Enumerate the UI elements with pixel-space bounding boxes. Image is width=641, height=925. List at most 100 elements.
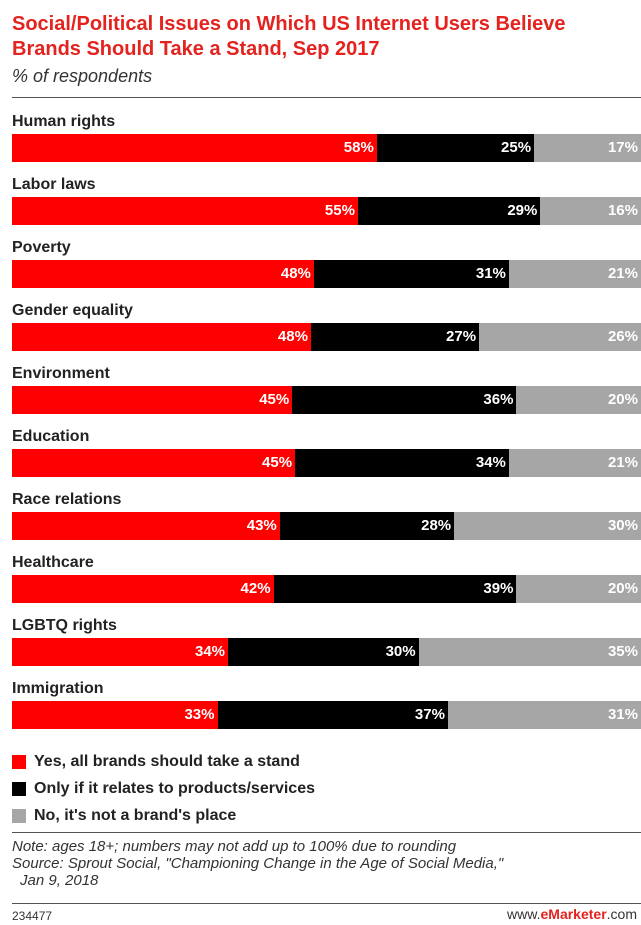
stacked-bar-chart: Human rights 58% 25% 17% Labor laws 55% 29% 16%… [0, 104, 641, 744]
category-label: LGBTQ rights [12, 617, 117, 634]
bar-segment-yes: 48% [12, 323, 311, 351]
bar-segment-no: 26% [479, 323, 641, 351]
bar-segment-only-if: 39% [273, 575, 517, 603]
data-label: 33% [184, 706, 215, 723]
data-label: 35% [607, 643, 638, 660]
brand-name: eMarketer [540, 906, 607, 922]
bar-segment-no: 21% [508, 260, 641, 288]
category-label: Environment [12, 365, 110, 382]
bar-segment-no: 16% [540, 197, 641, 225]
chart-title: Social/Political Issues on Which US Inte… [12, 13, 566, 60]
bar-row: Education 45% 34% 21% [0, 419, 641, 482]
data-label: 34% [194, 643, 226, 660]
bar-segment-yes: 45% [12, 386, 293, 414]
legend-label-yes: Yes, all brands should take a stand [34, 752, 300, 770]
source-date-line: Jan 9, 2018 [20, 872, 99, 889]
category-label: Labor laws [12, 176, 96, 193]
bar-track: 34% 30% 35% [12, 638, 641, 666]
source-line: Source: Sprout Social, "Championing Chan… [12, 855, 504, 872]
bar-segment-only-if: 29% [357, 197, 541, 225]
data-label: 16% [607, 202, 638, 219]
bar-track: 48% 27% 26% [12, 323, 641, 351]
bar-segment-no: 20% [516, 575, 641, 603]
data-label: 21% [607, 265, 638, 282]
category-label: Healthcare [12, 554, 94, 571]
bar-segment-yes: 58% [12, 134, 377, 162]
data-label: 48% [277, 328, 308, 345]
bar-segment-only-if: 28% [279, 512, 455, 540]
legend-item-no: No, it's not a brand's place [12, 802, 315, 829]
brand-suffix: .com [606, 906, 637, 922]
bar-segment-only-if: 25% [376, 134, 535, 162]
category-label: Education [12, 428, 90, 445]
data-label: 28% [421, 517, 452, 534]
bar-segment-no: 35% [418, 638, 641, 666]
data-label: 30% [385, 643, 416, 660]
bar-track: 48% 31% 21% [12, 260, 641, 288]
data-label: 58% [343, 139, 374, 156]
data-label: 26% [607, 328, 638, 345]
bar-segment-yes: 42% [12, 575, 274, 603]
bar-track: 42% 39% 20% [12, 575, 641, 603]
legend-item-yes: Yes, all brands should take a stand [12, 748, 315, 775]
data-label: 21% [607, 454, 638, 471]
category-label: Poverty [12, 239, 71, 256]
legend-label-no: No, it's not a brand's place [34, 806, 237, 824]
bar-track: 45% 34% 21% [12, 449, 641, 477]
data-label: 25% [501, 139, 532, 156]
data-label: 31% [607, 706, 638, 723]
bar-segment-only-if: 30% [228, 638, 419, 666]
bar-segment-only-if: 31% [313, 260, 509, 288]
category-label: Human rights [12, 113, 116, 130]
note-line: Note: ages 18+; numbers may not add up t… [12, 838, 457, 855]
category-label: Race relations [12, 491, 122, 508]
bar-row: Human rights 58% 25% 17% [0, 104, 641, 167]
bar-row: LGBTQ rights 34% 30% 35% [0, 608, 641, 671]
data-label: 34% [475, 454, 506, 471]
bar-segment-yes: 48% [12, 260, 314, 288]
bar-segment-only-if: 27% [310, 323, 480, 351]
data-label: 17% [607, 139, 638, 156]
chart-note: Note: ages 18+; numbers may not add up t… [12, 838, 637, 889]
bar-row: Gender equality 48% 27% 26% [0, 293, 641, 356]
category-label: Immigration [12, 680, 104, 697]
bar-track: 45% 36% 20% [12, 386, 641, 414]
bar-segment-only-if: 36% [292, 386, 517, 414]
data-label: 45% [259, 391, 290, 408]
chart-id: 234477 [12, 909, 53, 923]
data-label: 27% [446, 328, 477, 345]
bar-segment-yes: 33% [12, 701, 218, 729]
bar-segment-only-if: 34% [295, 449, 509, 477]
bar-segment-only-if: 37% [217, 701, 448, 729]
legend-swatch-only-if [12, 781, 26, 796]
bar-row: Labor laws 55% 29% 16% [0, 167, 641, 230]
data-label: 37% [414, 706, 445, 723]
bar-track: 55% 29% 16% [12, 197, 641, 225]
bar-row: Healthcare 42% 39% 20% [0, 545, 641, 608]
bar-segment-no: 17% [534, 134, 641, 162]
bar-segment-yes: 34% [12, 638, 229, 666]
bar-row: Race relations 43% 28% 30% [0, 482, 641, 545]
brand-logo[interactable]: www.eMarketer.com [507, 906, 637, 922]
bar-segment-yes: 45% [12, 449, 296, 477]
category-label: Gender equality [12, 302, 133, 319]
data-label: 29% [507, 202, 538, 219]
brand-prefix: www. [507, 906, 541, 922]
data-label: 30% [607, 517, 638, 534]
data-label: 42% [240, 580, 271, 597]
bar-row: Poverty 48% 31% 21% [0, 230, 641, 293]
data-label: 20% [607, 580, 638, 597]
legend-label-only-if: Only if it relates to products/services [34, 779, 315, 797]
legend-swatch-no [12, 808, 26, 823]
bar-segment-no: 20% [516, 386, 641, 414]
data-label: 55% [324, 202, 355, 219]
bar-segment-yes: 55% [12, 197, 358, 225]
notes-divider [12, 832, 641, 833]
footer-divider [12, 903, 641, 904]
data-label: 48% [280, 265, 311, 282]
chart-subtitle: % of respondents [12, 66, 153, 86]
data-label: 45% [262, 454, 293, 471]
bar-segment-no: 30% [454, 512, 641, 540]
legend-item-only-if: Only if it relates to products/services [12, 775, 315, 802]
top-divider [12, 97, 641, 98]
